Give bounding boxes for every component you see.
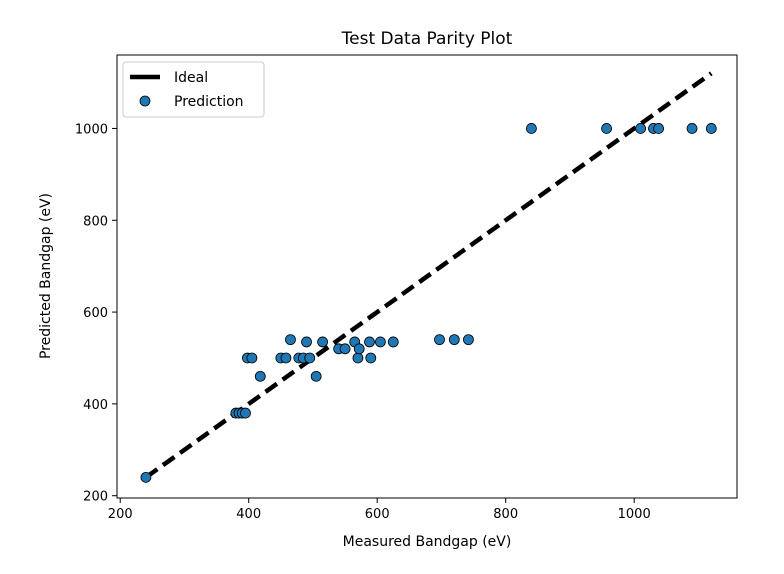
prediction-point xyxy=(434,334,445,346)
prediction-point xyxy=(254,370,266,382)
prediction-point xyxy=(448,334,460,346)
legend-label-ideal: Ideal xyxy=(174,70,208,86)
y-tick-label: 400 xyxy=(83,398,108,413)
prediction-point xyxy=(352,352,364,364)
x-tick-label: 200 xyxy=(108,507,133,522)
prediction-point xyxy=(364,336,375,348)
prediction-point xyxy=(601,123,612,134)
prediction-point xyxy=(387,336,399,348)
legend: Ideal Prediction xyxy=(122,61,265,118)
axes xyxy=(116,54,738,499)
prediction-point xyxy=(686,123,698,134)
x-tick-label: 600 xyxy=(365,507,390,522)
legend-label-prediction: Prediction xyxy=(174,94,244,110)
x-tick-label: 800 xyxy=(493,507,518,522)
plot-area xyxy=(140,71,717,483)
prediction-point xyxy=(285,334,296,346)
chart-title: Test Data Parity Plot xyxy=(341,29,513,49)
prediction-point xyxy=(280,352,292,364)
y-tick-label: 1000 xyxy=(75,122,108,137)
x-tick-label: 400 xyxy=(236,507,261,522)
prediction-point xyxy=(526,123,537,134)
prediction-point xyxy=(140,471,152,483)
x-axis-label: Measured Bandgap (eV) xyxy=(343,534,512,550)
prediction-point xyxy=(301,336,312,348)
prediction-point xyxy=(375,336,386,348)
ideal-line xyxy=(144,71,713,480)
prediction-point xyxy=(304,352,316,364)
prediction-point xyxy=(240,407,251,419)
prediction-point xyxy=(339,343,351,355)
prediction-point xyxy=(310,370,322,382)
prediction-point xyxy=(463,334,474,346)
y-axis-label: Predicted Bandgap (eV) xyxy=(38,193,54,359)
prediction-point xyxy=(705,123,717,134)
axes-frame xyxy=(116,54,738,499)
y-tick-label: 800 xyxy=(83,214,108,229)
x-tick-label: 1000 xyxy=(618,507,651,522)
y-tick-label: 200 xyxy=(83,490,108,505)
y-tick-label: 600 xyxy=(83,306,108,321)
ticks: 200 400 600 800 1000 200 400 600 800 1000 xyxy=(75,122,651,522)
prediction-point xyxy=(317,336,328,348)
prediction-point xyxy=(365,352,377,364)
legend-swatch-prediction xyxy=(139,95,151,107)
prediction-point xyxy=(653,123,665,134)
prediction-point xyxy=(246,352,258,364)
prediction-point xyxy=(353,343,365,355)
prediction-point xyxy=(635,123,647,134)
